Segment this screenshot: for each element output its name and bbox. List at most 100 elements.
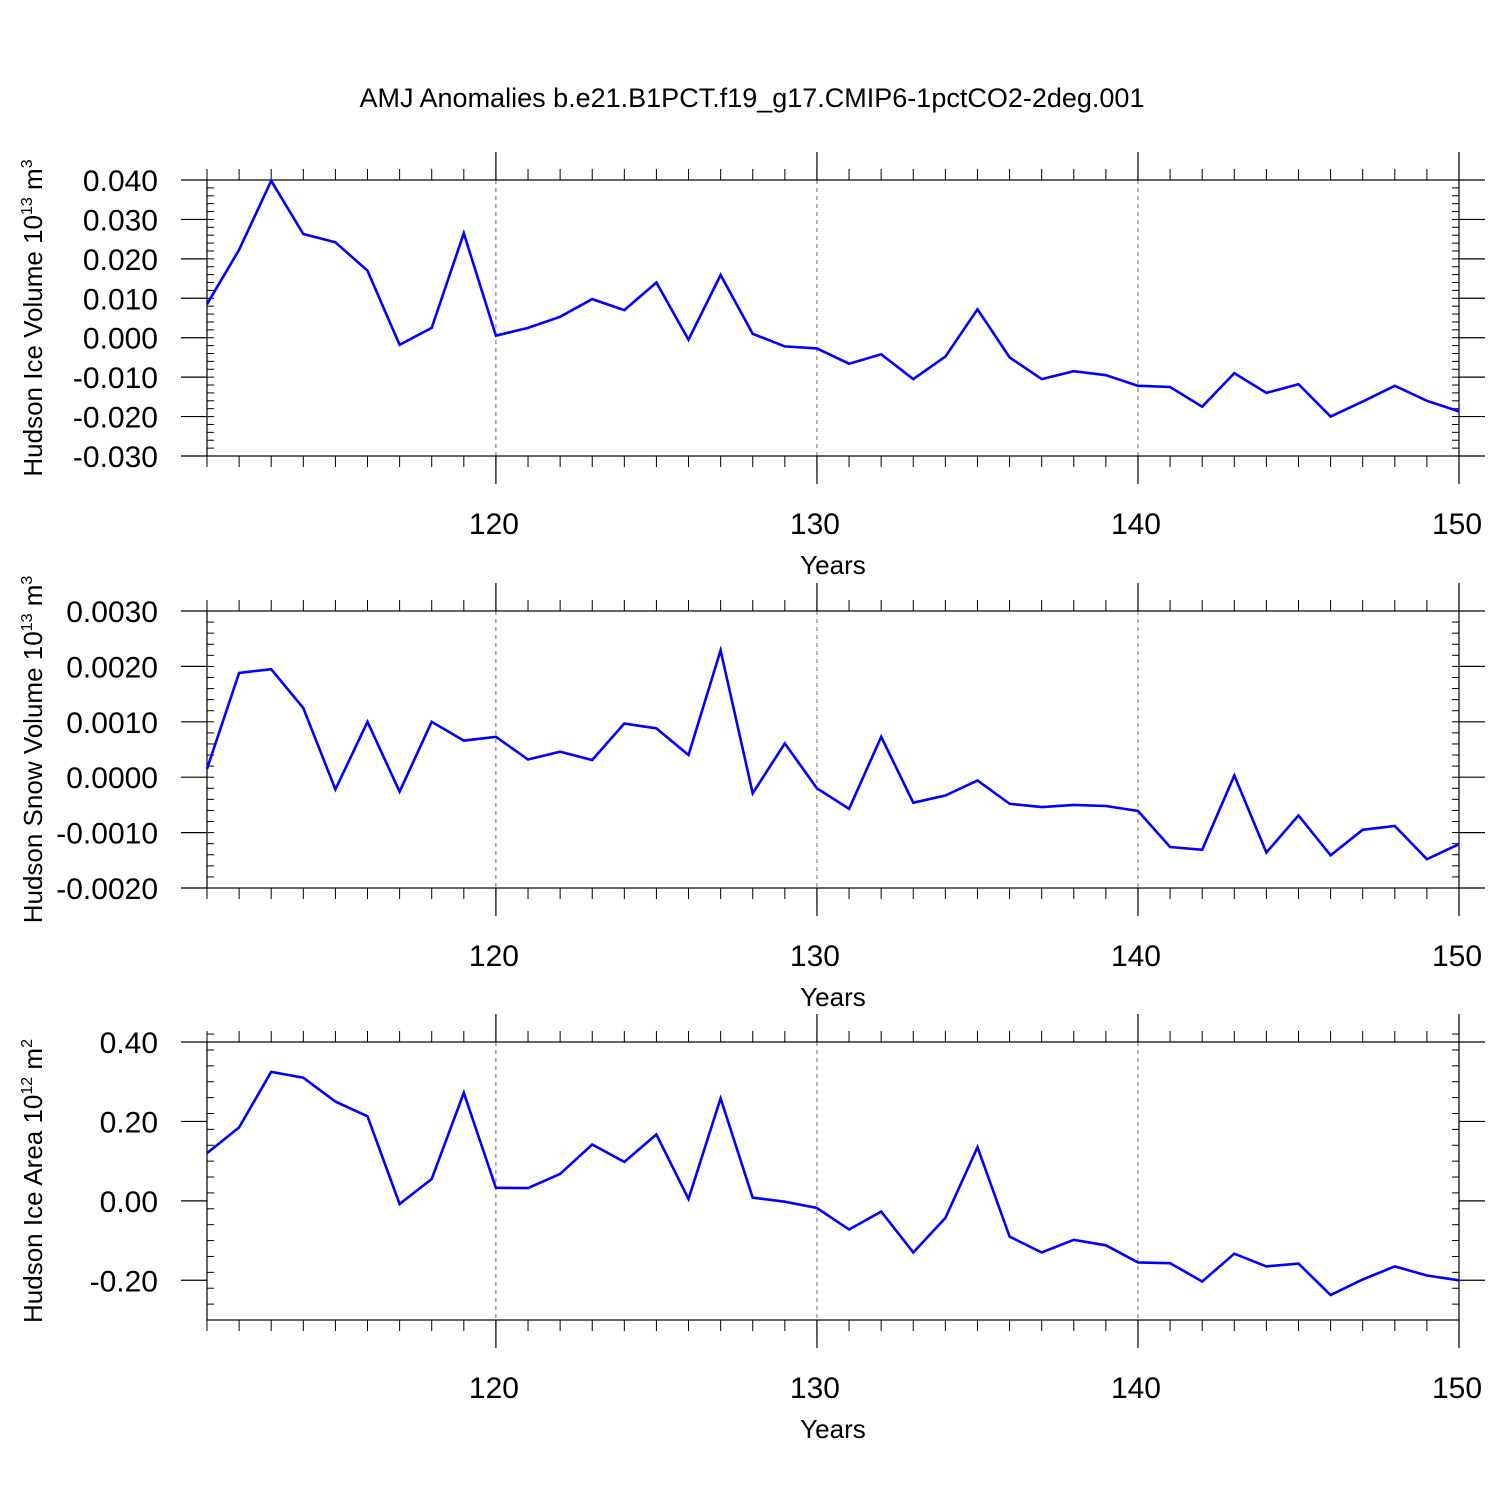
data-point — [206, 768, 208, 770]
data-point — [1008, 1235, 1010, 1237]
data-point — [752, 333, 754, 335]
plot-frame — [206, 179, 1460, 457]
data-point — [559, 316, 561, 318]
data-point — [912, 1251, 914, 1253]
data-point — [687, 1198, 689, 1200]
y-tick-label: 0.030 — [83, 204, 158, 237]
data-point — [944, 794, 946, 796]
y-tick-label: 0.0010 — [66, 707, 158, 740]
data-point — [880, 736, 882, 738]
data-point — [784, 1200, 786, 1202]
y-tick-label: -0.0020 — [56, 873, 158, 906]
data-point — [752, 792, 754, 794]
x-tick-label: 150 — [1432, 940, 1482, 973]
data-point — [655, 727, 657, 729]
data-point — [559, 1173, 561, 1175]
data-point — [1105, 374, 1107, 376]
panel-ice-volume: -0.030 -0.020 -0.010 0.000 0.010 0.020 0.030 0.… — [18, 152, 1485, 580]
x-tick-label: 150 — [1432, 508, 1482, 541]
data-point — [206, 1152, 208, 1154]
data-point — [1361, 1278, 1363, 1280]
x-axis-label: Years — [800, 982, 866, 1012]
data-point — [1105, 805, 1107, 807]
data-point — [1040, 1251, 1042, 1253]
y-tick-label: 0.0000 — [66, 762, 158, 795]
data-point — [1458, 1279, 1460, 1281]
y-tick-label: -0.030 — [73, 441, 158, 474]
data-point — [912, 801, 914, 803]
data-point — [1265, 1265, 1267, 1267]
data-point — [270, 1071, 272, 1073]
y-axis-label: Hudson Ice Area 1012 m2 — [18, 1039, 48, 1323]
y-tick-label: 0.010 — [83, 283, 158, 316]
data-point — [366, 721, 368, 723]
data-point — [816, 1207, 818, 1209]
data-point — [398, 344, 400, 346]
data-point — [1040, 378, 1042, 380]
data-point — [1008, 803, 1010, 805]
plot-frame — [206, 1041, 1460, 1321]
data-point — [1458, 843, 1460, 845]
data-point — [1073, 370, 1075, 372]
data-point — [270, 668, 272, 670]
data-point — [848, 363, 850, 365]
data-point — [1233, 774, 1235, 776]
data-point — [591, 298, 593, 300]
y-axis-label: Hudson Ice Volume 1013 m3 — [18, 159, 48, 476]
data-point — [912, 378, 914, 380]
data-point — [527, 327, 529, 329]
y-tick-label: 0.40 — [100, 1027, 158, 1060]
data-point — [559, 751, 561, 753]
data-point — [1394, 1265, 1396, 1267]
data-point — [1073, 804, 1075, 806]
data-point — [719, 1097, 721, 1099]
data-point — [655, 1133, 657, 1135]
data-point — [1265, 851, 1267, 853]
data-point — [1040, 806, 1042, 808]
data-point — [398, 790, 400, 792]
y-tick-label: 0.040 — [83, 165, 158, 198]
panels: -0.030 -0.020 -0.010 0.000 0.010 0.020 0.030 0.… — [18, 152, 1485, 1444]
data-point — [366, 1115, 368, 1117]
data-point — [1426, 858, 1428, 860]
data-point — [976, 779, 978, 781]
data-point — [719, 649, 721, 651]
y-tick-label: -0.010 — [73, 362, 158, 395]
y-tick-label: 0.000 — [83, 323, 158, 356]
data-point — [495, 335, 497, 337]
x-tick-label: 130 — [790, 1372, 840, 1405]
data-point — [976, 1146, 978, 1148]
data-point — [1329, 1294, 1331, 1296]
y-tick-label: -0.20 — [90, 1265, 158, 1298]
y-tick-label: -0.020 — [73, 402, 158, 435]
data-point — [880, 353, 882, 355]
data-point — [1329, 415, 1331, 417]
data-point — [431, 721, 433, 723]
data-point — [206, 303, 208, 305]
x-tick-label: 130 — [790, 940, 840, 973]
data-point — [431, 327, 433, 329]
data-point — [1073, 1239, 1075, 1241]
x-tick-label: 130 — [790, 508, 840, 541]
data-point — [431, 1178, 433, 1180]
data-point — [816, 347, 818, 349]
x-axis-label: Years — [800, 1414, 866, 1444]
data-point — [1297, 383, 1299, 385]
data-point — [463, 1092, 465, 1094]
data-point — [1426, 1274, 1428, 1276]
data-point — [623, 722, 625, 724]
data-point — [527, 758, 529, 760]
data-point — [880, 1210, 882, 1212]
x-tick-label: 120 — [469, 1372, 519, 1405]
data-point — [334, 788, 336, 790]
data-point — [334, 241, 336, 243]
data-point — [1297, 814, 1299, 816]
data-point — [623, 309, 625, 311]
data-point — [1329, 854, 1331, 856]
data-point — [1426, 400, 1428, 402]
data-point — [687, 338, 689, 340]
series-line-ice-area — [206, 1070, 1460, 1297]
data-point — [238, 672, 240, 674]
x-tick-label: 120 — [469, 508, 519, 541]
